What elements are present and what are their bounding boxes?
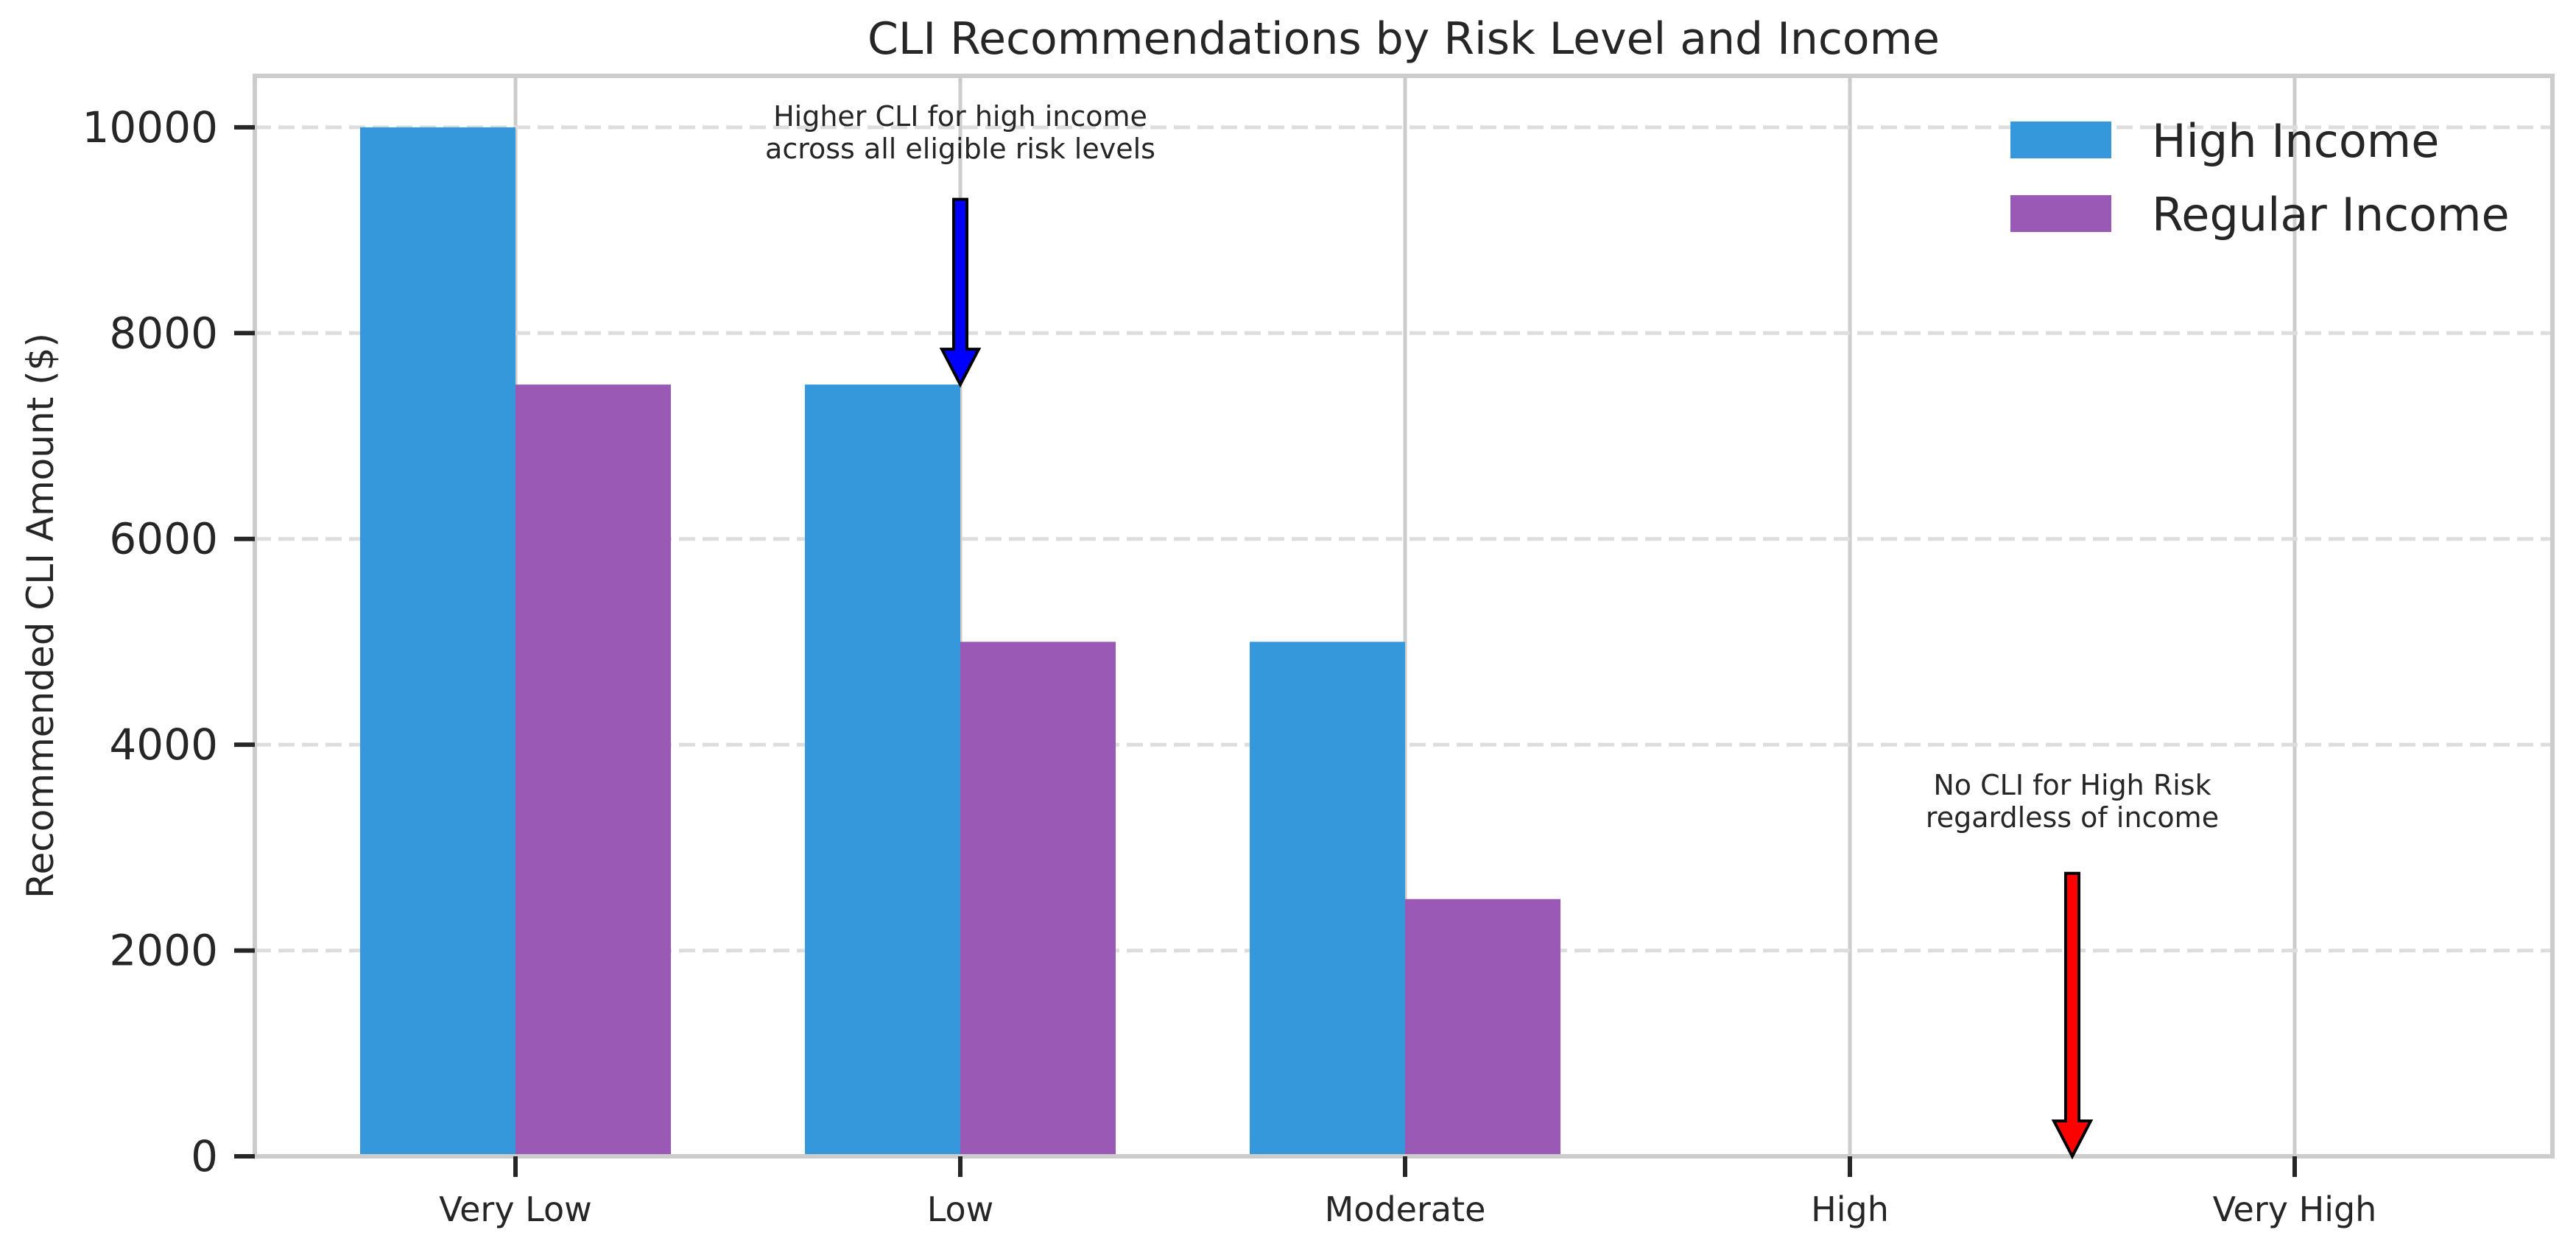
y-tick-label: 10000: [82, 102, 218, 152]
y-tick-label: 4000: [109, 720, 218, 770]
y-tick-label: 2000: [109, 926, 218, 976]
legend-swatch: [2010, 122, 2111, 158]
y-tick-label: 0: [191, 1131, 218, 1181]
bar-high-income-very-low: [360, 127, 515, 1156]
x-tick-label: Very High: [2213, 1189, 2377, 1229]
legend-label: Regular Income: [2152, 188, 2510, 242]
chart-title: CLI Recommendations by Risk Level and In…: [868, 13, 1940, 65]
legend-swatch: [2010, 195, 2111, 232]
bar-regular-income-very-low: [515, 384, 671, 1157]
legend: High Income Regular Income: [2010, 114, 2510, 242]
annotation-text: across all eligible risk levels: [765, 133, 1155, 165]
annotation-arrow: [939, 197, 982, 388]
bar-regular-income-low: [960, 641, 1116, 1156]
x-tick-label: Moderate: [1325, 1189, 1486, 1229]
axis-layer: 0 2000 4000 6000 8000 10000 Very Low Low Moderat…: [82, 102, 2376, 1229]
x-tick-label: High: [1811, 1189, 1889, 1229]
annotation-text: No CLI for High Risk: [1933, 769, 2211, 801]
bar-high-income-moderate: [1250, 641, 1405, 1156]
y-tick-label: 8000: [109, 308, 218, 358]
y-axis-label: Recommended CLI Amount ($): [19, 333, 62, 899]
bar-high-income-low: [805, 384, 960, 1157]
annotation-text: Higher CLI for high income: [773, 100, 1147, 133]
y-tick-label: 6000: [109, 514, 218, 564]
bar-regular-income-moderate: [1405, 899, 1560, 1156]
legend-label: High Income: [2152, 114, 2439, 168]
annotation-arrow: [2051, 871, 2094, 1160]
bar-layer: [360, 127, 1560, 1157]
x-tick-label: Very Low: [439, 1189, 592, 1229]
x-tick-label: Low: [927, 1189, 994, 1229]
annotation-text: regardless of income: [1926, 801, 2219, 834]
